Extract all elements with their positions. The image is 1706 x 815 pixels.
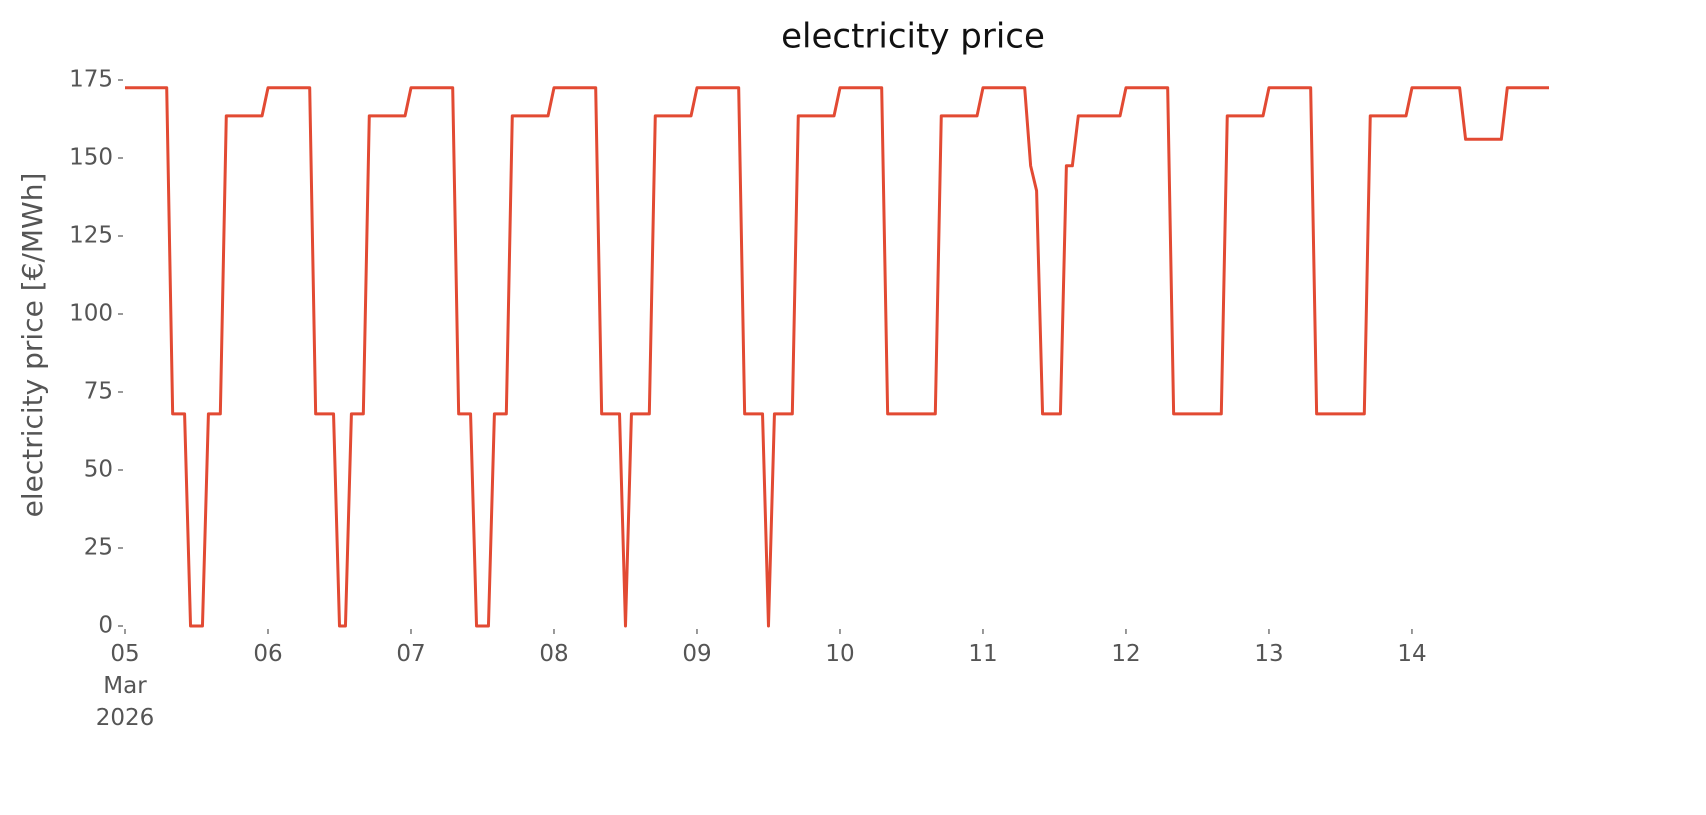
y-tick-label: 75 (84, 379, 113, 405)
x-tick-label: 07 (396, 641, 426, 667)
y-tick-label: 150 (69, 145, 113, 171)
y-tick-label: 100 (69, 301, 113, 327)
x-tick-label: 05 Mar 2026 (95, 641, 155, 731)
x-tick-label: 10 (825, 641, 855, 667)
y-tick-label: 175 (69, 67, 113, 93)
y-tick-label: 0 (98, 613, 113, 639)
chart-title: electricity price (781, 17, 1045, 57)
y-tick-label: 25 (84, 535, 113, 561)
y-tick-label: 125 (69, 223, 113, 249)
x-tick-label: 09 (682, 641, 712, 667)
y-axis-label: electricity price [€/MWh] (16, 173, 49, 518)
x-tick-label: 13 (1254, 641, 1284, 667)
y-tick-label: 50 (84, 457, 113, 483)
x-tick-label: 11 (968, 641, 998, 667)
x-tick-label: 08 (539, 641, 569, 667)
x-tick-label: 06 (253, 641, 283, 667)
x-tick-label: 12 (1111, 641, 1141, 667)
line-series (125, 86, 1549, 628)
x-tick-label: 14 (1397, 641, 1427, 667)
